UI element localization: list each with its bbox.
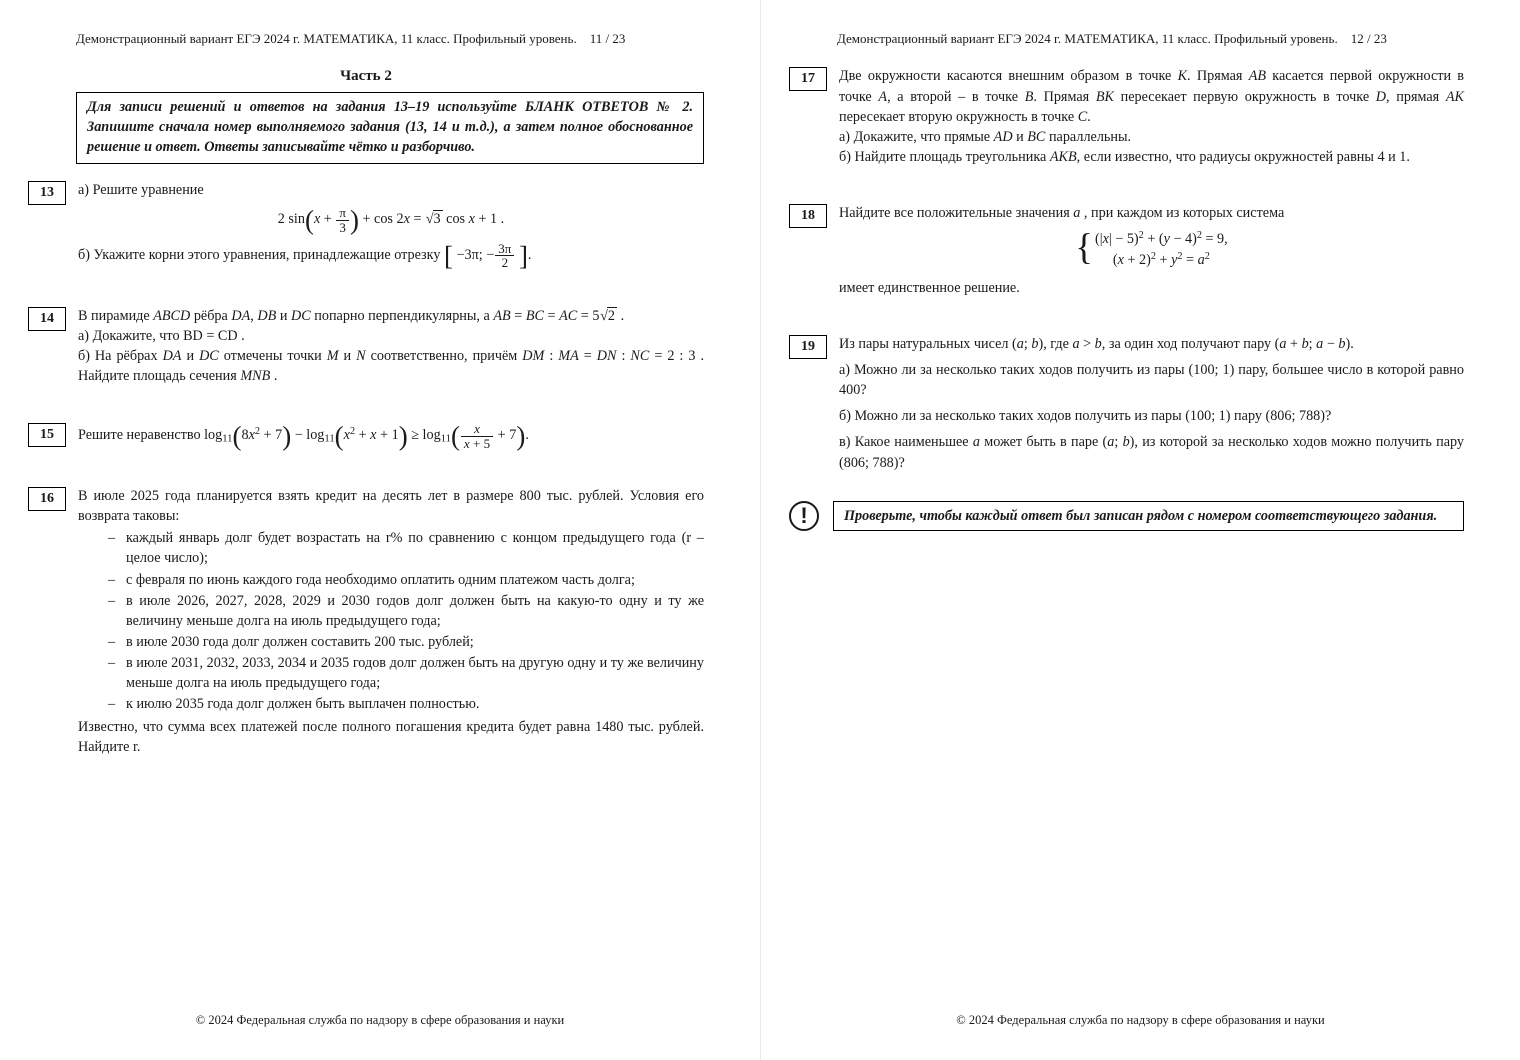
problem-body: а) Решите уравнение 2 sin(x + π3) + cos …	[78, 180, 704, 269]
problem-number: 18	[789, 204, 827, 228]
header-text: Демонстрационный вариант ЕГЭ 2024 г. МАТ…	[76, 31, 577, 46]
problem-number: 16	[28, 487, 66, 511]
problem-16: 16 В июле 2025 года планируется взять кр…	[28, 486, 704, 757]
check-note-text: Проверьте, чтобы каждый ответ был записа…	[844, 508, 1437, 524]
p16-list: каждый январь долг будет возрастать на r…	[78, 528, 704, 714]
p17-b: б) Найдите площадь треугольника AKB, есл…	[839, 147, 1464, 167]
list-item: к июлю 2035 года долг должен быть выплач…	[108, 694, 704, 714]
list-item: в июле 2031, 2032, 2033, 2034 и 2035 год…	[108, 653, 704, 693]
instructions-box: Для записи решений и ответов на задания …	[76, 92, 704, 164]
list-item: с февраля по июнь каждого года необходим…	[108, 570, 704, 590]
p13-a: а) Решите уравнение	[78, 180, 704, 200]
instructions-text: Для записи решений и ответов на задания …	[87, 99, 693, 155]
page-number: 12 / 23	[1351, 31, 1387, 46]
problem-17: 17 Две окружности касаются внешним образ…	[789, 66, 1464, 167]
p18-tail: имеет единственное решение.	[839, 278, 1464, 298]
p18-lead: Найдите все положительные значения a , п…	[839, 203, 1464, 223]
problem-14: 14 В пирамиде ABCD рёбра DA, DB и DC поп…	[28, 306, 704, 387]
page-left: Демонстрационный вариант ЕГЭ 2024 г. МАТ…	[0, 0, 760, 1060]
header-text: Демонстрационный вариант ЕГЭ 2024 г. МАТ…	[837, 31, 1338, 46]
p14-b: б) На рёбрах DA и DC отмечены точки M и …	[78, 346, 704, 386]
page-number: 11 / 23	[590, 31, 626, 46]
check-note-box: Проверьте, чтобы каждый ответ был записа…	[833, 501, 1464, 531]
p16-tail: Известно, что сумма всех платежей после …	[78, 717, 704, 757]
p18-system: { (|x| − 5)2 + (y − 4)2 = 9, (x + 2)2 + …	[839, 229, 1464, 269]
footer-left: © 2024 Федеральная служба по надзору в с…	[0, 1012, 760, 1030]
p19-a: а) Можно ли за несколько таких ходов пол…	[839, 360, 1464, 400]
problem-body: В пирамиде ABCD рёбра DA, DB и DC попарн…	[78, 306, 704, 387]
problem-number: 19	[789, 335, 827, 359]
problem-body: Две окружности касаются внешним образом …	[839, 66, 1464, 167]
exclamation-icon: !	[789, 501, 819, 531]
p15-lead: Решите неравенство	[78, 427, 201, 443]
problem-body: Решите неравенство log11(8x2 + 7) − log1…	[78, 422, 704, 450]
problem-15: 15 Решите неравенство log11(8x2 + 7) − l…	[28, 422, 704, 450]
section-title: Часть 2	[28, 66, 704, 87]
p17-a: а) Докажите, что прямые AD и BC параллел…	[839, 127, 1464, 147]
running-header-right: Демонстрационный вариант ЕГЭ 2024 г. МАТ…	[789, 30, 1464, 48]
p19-b: б) Можно ли за несколько таких ходов пол…	[839, 406, 1464, 426]
p13-b: б) Укажите корни этого уравнения, принад…	[78, 242, 704, 270]
problem-number: 15	[28, 423, 66, 447]
problem-body: Найдите все положительные значения a , п…	[839, 203, 1464, 298]
p19-lead: Из пары натуральных чисел (a; b), где a …	[839, 334, 1464, 354]
p15-equation: log11(8x2 + 7) − log11(x2 + x + 1) ≥ log…	[204, 427, 529, 443]
p17-lead: Две окружности касаются внешним образом …	[839, 66, 1464, 126]
problem-19: 19 Из пары натуральных чисел (a; b), где…	[789, 334, 1464, 473]
list-item: в июле 2026, 2027, 2028, 2029 и 2030 год…	[108, 591, 704, 631]
page-spread: Демонстрационный вариант ЕГЭ 2024 г. МАТ…	[0, 0, 1520, 1060]
check-callout: ! Проверьте, чтобы каждый ответ был запи…	[789, 501, 1464, 531]
problem-number: 17	[789, 67, 827, 91]
p14-a: а) Докажите, что BD = CD .	[78, 326, 704, 346]
p13-equation: 2 sin(x + π3) + cos 2x = 3 cos x + 1 .	[78, 206, 704, 234]
footer-right: © 2024 Федеральная служба по надзору в с…	[761, 1012, 1520, 1030]
problem-body: В июле 2025 года планируется взять креди…	[78, 486, 704, 757]
problem-number: 14	[28, 307, 66, 331]
problem-body: Из пары натуральных чисел (a; b), где a …	[839, 334, 1464, 473]
running-header-left: Демонстрационный вариант ЕГЭ 2024 г. МАТ…	[28, 30, 704, 48]
problem-number: 13	[28, 181, 66, 205]
p16-lead: В июле 2025 года планируется взять креди…	[78, 486, 704, 526]
list-item: каждый январь долг будет возрастать на r…	[108, 528, 704, 568]
list-item: в июле 2030 года долг должен составить 2…	[108, 632, 704, 652]
p14-lead: В пирамиде ABCD рёбра DA, DB и DC попарн…	[78, 306, 704, 326]
problem-13: 13 а) Решите уравнение 2 sin(x + π3) + c…	[28, 180, 704, 269]
page-right: Демонстрационный вариант ЕГЭ 2024 г. МАТ…	[760, 0, 1520, 1060]
p19-c: в) Какое наименьшее a может быть в паре …	[839, 432, 1464, 472]
problem-18: 18 Найдите все положительные значения a …	[789, 203, 1464, 298]
